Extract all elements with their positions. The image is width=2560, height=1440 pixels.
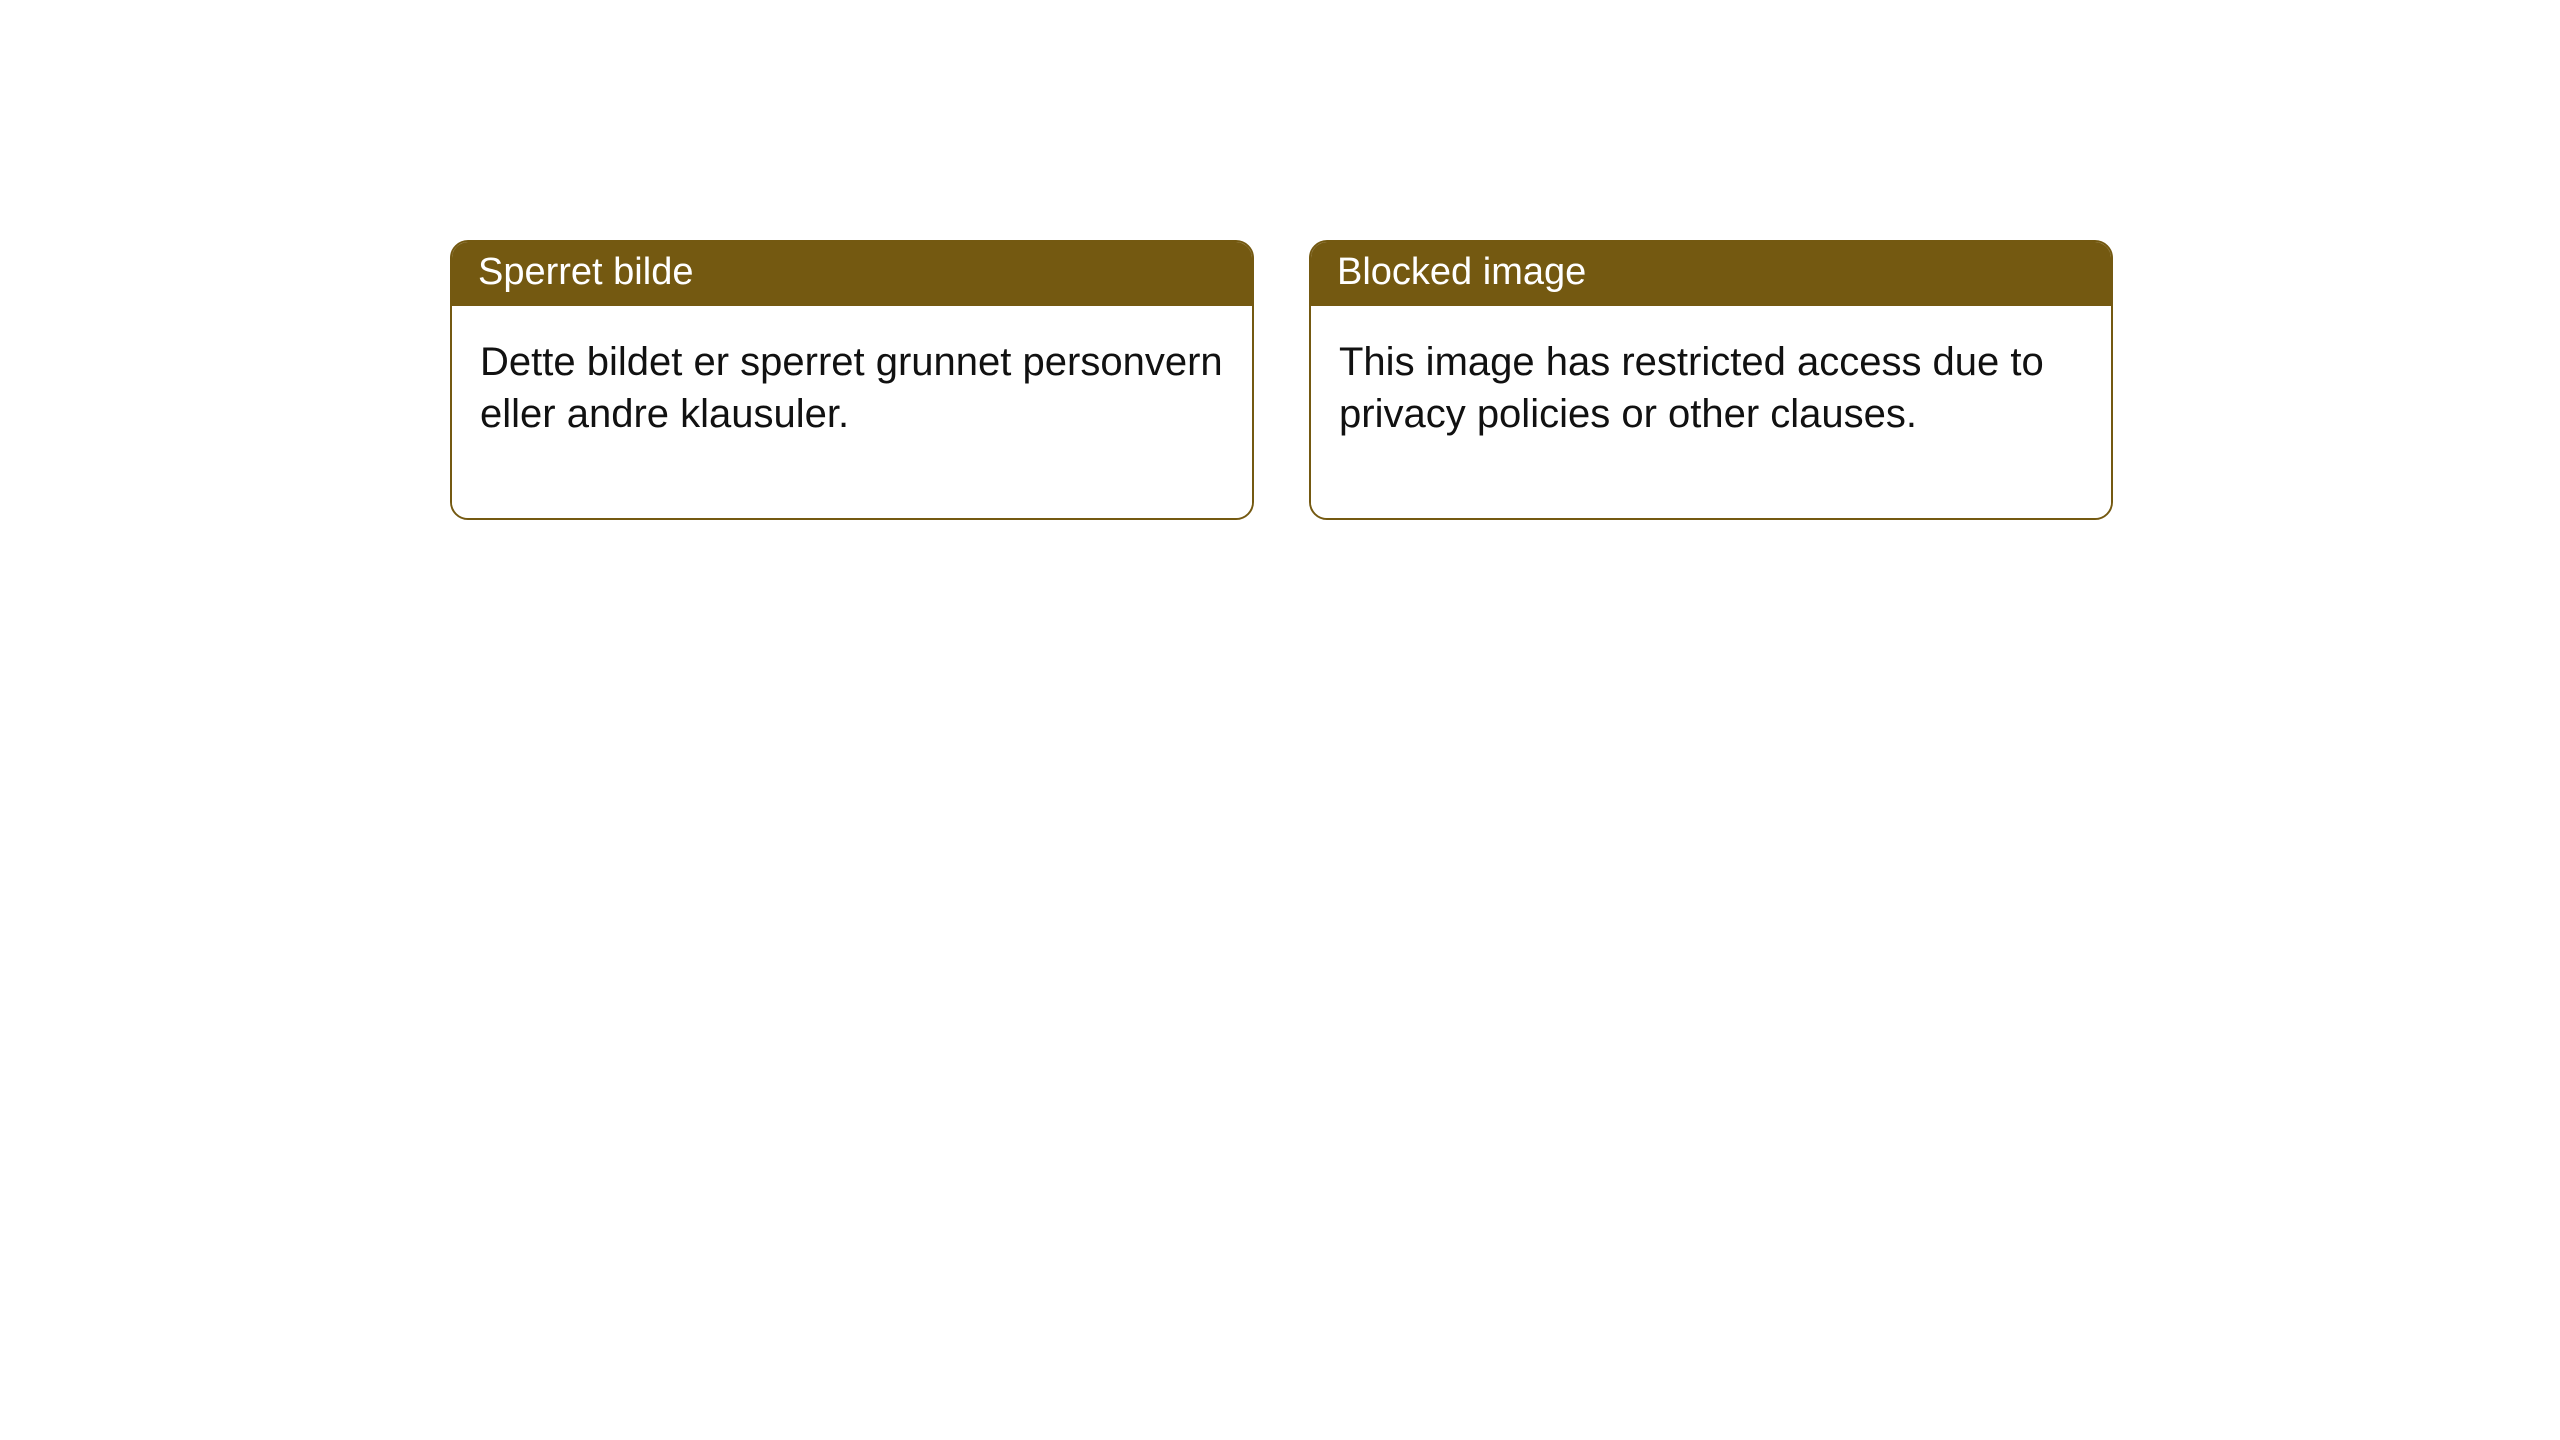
blocked-image-card-en: Blocked image This image has restricted …	[1309, 240, 2113, 520]
card-body-no: Dette bildet er sperret grunnet personve…	[452, 306, 1252, 518]
blocked-image-card-no: Sperret bilde Dette bildet er sperret gr…	[450, 240, 1254, 520]
card-body-en: This image has restricted access due to …	[1311, 306, 2111, 518]
notice-cards-row: Sperret bilde Dette bildet er sperret gr…	[0, 0, 2560, 520]
card-title-en: Blocked image	[1311, 242, 2111, 306]
card-title-no: Sperret bilde	[452, 242, 1252, 306]
